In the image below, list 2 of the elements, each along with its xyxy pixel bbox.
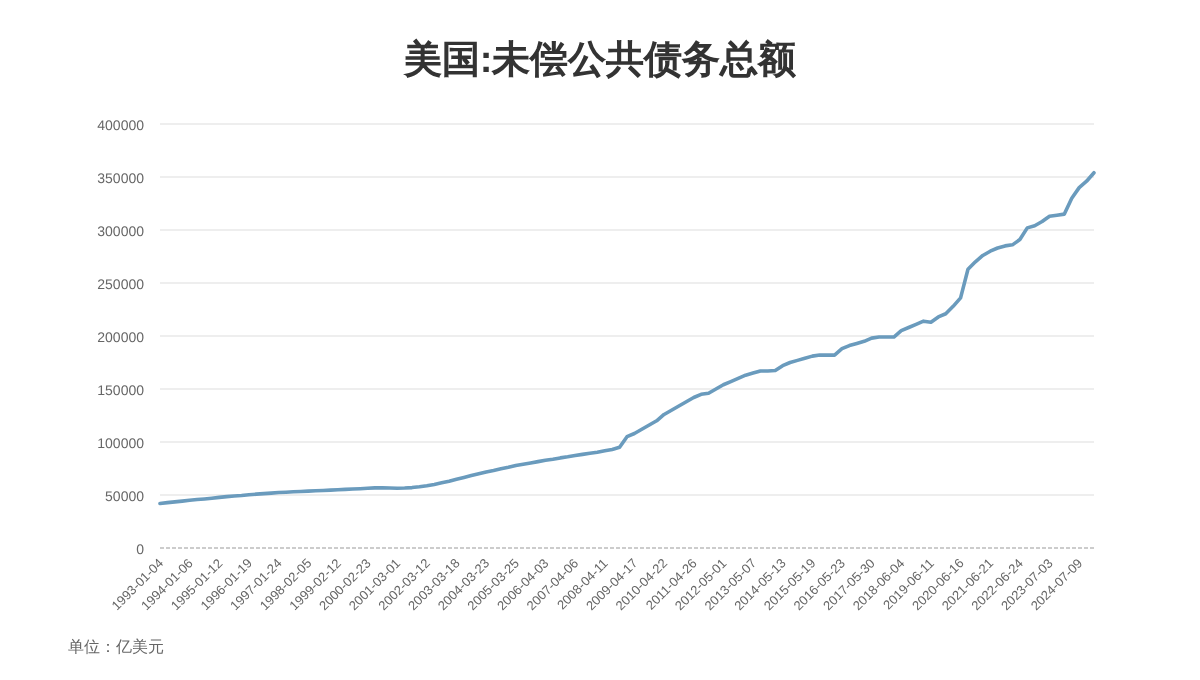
chart-title: 美国:未偿公共债务总额 <box>401 38 799 82</box>
text: 单位：亿美元 <box>68 638 164 656</box>
